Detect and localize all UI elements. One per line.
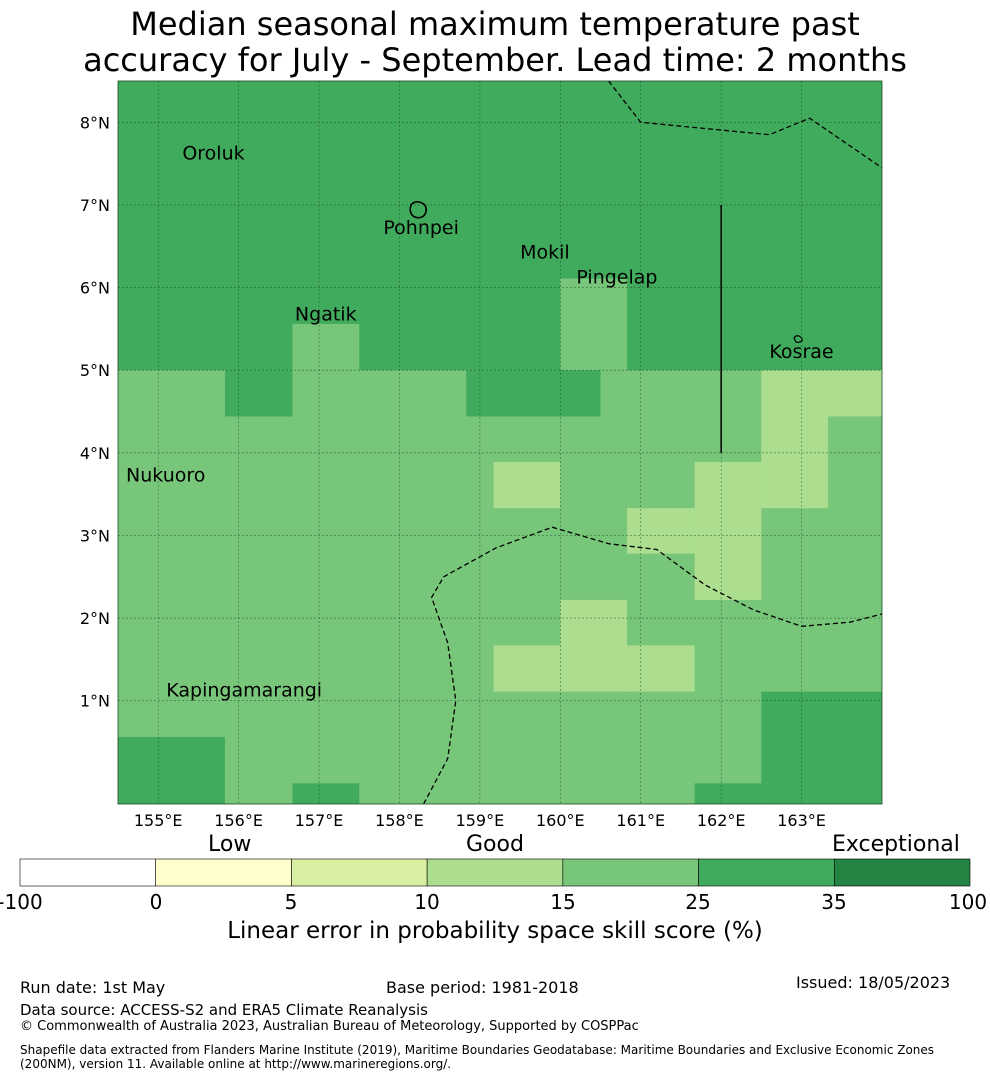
map-title: Median seasonal maximum temperature past… <box>0 6 990 78</box>
colorbar-bin <box>291 858 428 887</box>
place-label: Ngatik <box>295 304 357 326</box>
data-source: Data source: ACCESS-S2 and ERA5 Climate … <box>20 1001 428 1019</box>
lat-tick-label: 1°N <box>80 692 110 711</box>
category-exceptional: Exceptional <box>832 832 960 857</box>
colorbar-bin <box>155 858 292 887</box>
cb-tick-label: 10 <box>414 890 440 914</box>
cb-tick-label: 25 <box>685 890 711 914</box>
skill-cell <box>694 783 762 804</box>
lat-tick-label: 5°N <box>80 361 110 380</box>
colorbar-bin <box>833 858 971 887</box>
colorbar <box>19 858 971 887</box>
lon-tick-label: 159°E <box>456 811 505 830</box>
cb-tick-label: 0 <box>149 890 163 914</box>
skill-cell <box>118 81 882 371</box>
lon-tick-label: 160°E <box>536 811 585 830</box>
skill-cell <box>627 508 695 554</box>
cb-tick-label: 35 <box>821 890 847 914</box>
skill-cell <box>761 691 882 804</box>
category-low: Low <box>208 832 252 857</box>
place-label: Oroluk <box>182 142 244 164</box>
lon-tick-label: 155°E <box>134 811 183 830</box>
lon-tick-label: 158°E <box>375 811 424 830</box>
lat-tick-label: 7°N <box>80 196 110 215</box>
skill-cell <box>694 461 762 600</box>
lat-tick-label: 3°N <box>80 526 110 545</box>
skill-cell <box>761 370 882 417</box>
lat-tick-label: 6°N <box>80 279 110 298</box>
colorbar-bin <box>426 858 564 887</box>
place-label: Kosrae <box>769 341 833 363</box>
colorbar-bin <box>19 858 157 887</box>
eez-boundary <box>608 80 883 169</box>
place-label: Pingelap <box>576 266 657 288</box>
skill-cell <box>493 645 561 692</box>
eez-boundary <box>423 526 883 805</box>
skill-cell <box>292 323 360 371</box>
lat-tick-label: 2°N <box>80 609 110 628</box>
skill-cell <box>118 737 225 804</box>
place-label: Mokil <box>520 242 570 264</box>
cb-tick-label: 5 <box>284 890 298 914</box>
title-line-1: Median seasonal maximum temperature past <box>130 5 860 43</box>
cb-tick-label: 15 <box>550 890 576 914</box>
colorbar-axis-label: Linear error in probability space skill … <box>227 918 763 944</box>
lat-tick-label: 4°N <box>80 444 110 463</box>
place-label: Nukuoro <box>126 465 205 487</box>
base-period: Base period: 1981-2018 <box>386 978 579 997</box>
map-frame <box>117 80 883 805</box>
skill-cell <box>627 645 695 692</box>
colorbar-bin <box>562 858 699 887</box>
run-date: Run date: 1st May <box>20 978 166 997</box>
lon-tick-label: 162°E <box>697 811 746 830</box>
lon-tick-label: 156°E <box>214 811 263 830</box>
issued-date: Issued: 18/05/2023 <box>796 973 951 992</box>
title-line-2: accuracy for July - September. Lead time… <box>83 41 907 79</box>
colorbar-bin <box>698 858 835 887</box>
skill-cell <box>224 370 293 417</box>
skill-map: Oroluk Pohnpei Mokil Pingelap Ngatik Kosrae Nu… <box>80 80 883 830</box>
place-label: Kapingamarangi <box>166 680 322 702</box>
skill-cell <box>466 370 601 417</box>
shapefile-note: Shapefile data extracted from Flanders M… <box>20 1043 935 1071</box>
cb-tick-label: -100 <box>0 890 43 914</box>
category-good: Good <box>466 832 524 857</box>
cb-tick-label: 100 <box>948 890 988 914</box>
kosrae-island-shape <box>793 335 803 343</box>
skill-cell <box>292 783 360 804</box>
skill-cell <box>493 461 561 509</box>
lon-tick-label: 161°E <box>616 811 665 830</box>
skill-cell <box>560 278 628 371</box>
copyright: © Commonwealth of Australia 2023, Austra… <box>20 1019 639 1034</box>
lon-tick-label: 157°E <box>295 811 344 830</box>
skill-cell <box>761 416 829 509</box>
pohnpei-island-shape <box>409 201 427 219</box>
lon-tick-label: 163°E <box>777 811 826 830</box>
skill-cell <box>560 599 628 692</box>
lat-tick-label: 8°N <box>80 113 110 132</box>
place-label: Pohnpei <box>383 217 459 239</box>
